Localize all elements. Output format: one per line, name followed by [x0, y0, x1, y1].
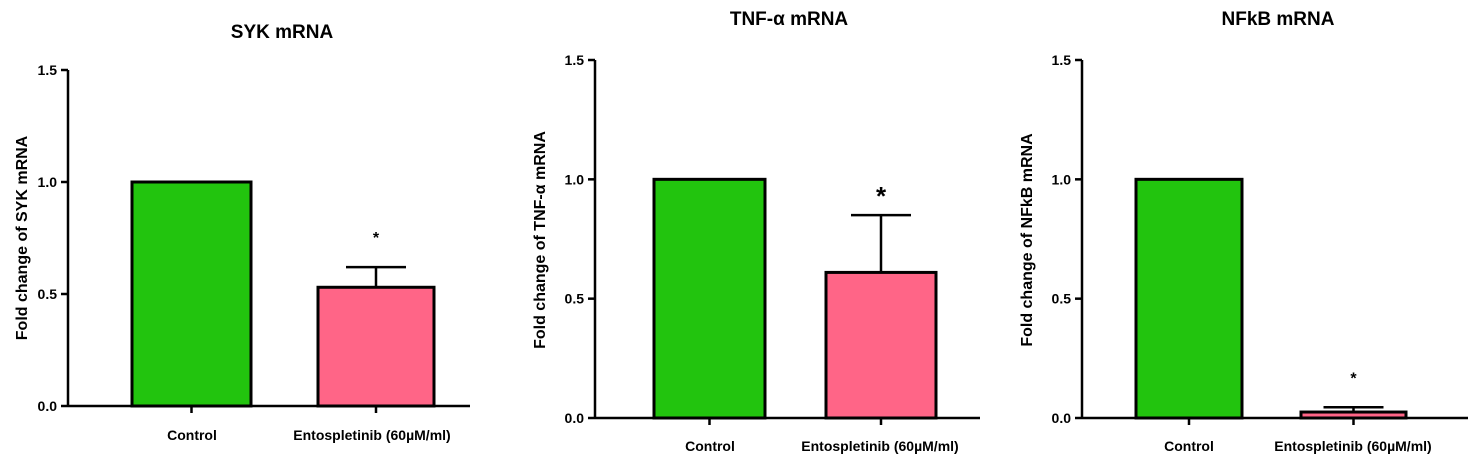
- y-tick-label: 0.0: [565, 410, 585, 426]
- category-label-control: Control: [685, 438, 735, 454]
- chart-title: TNF-α mRNA: [730, 9, 849, 30]
- y-tick-label: 0.5: [565, 291, 585, 307]
- y-tick-label: 0.0: [1052, 410, 1072, 426]
- category-label-treated: Entospletinib (60µM/ml): [293, 427, 450, 443]
- bar: [824, 270, 938, 420]
- chart-nfkb: NFkB mRNA Fold change of NFkB mRNA Contr…: [1019, 9, 1468, 454]
- y-tick-label: 0.0: [38, 398, 58, 414]
- chart-title: SYK mRNA: [231, 22, 334, 43]
- chart-tnf-alpha: TNF-α mRNA Fold change of TNF-α mRNA Con…: [532, 9, 980, 454]
- bar: [1134, 177, 1244, 420]
- chart-syk: SYK mRNA Fold change of SYK mRNA Control…: [14, 22, 470, 443]
- y-axis-label: Fold change of SYK mRNA: [14, 135, 31, 340]
- y-tick-label: 0.5: [1052, 291, 1072, 307]
- significance-marker: *: [373, 230, 380, 247]
- significance-marker: *: [876, 181, 887, 211]
- y-tick-label: 1.0: [1052, 171, 1072, 187]
- category-label-control: Control: [1164, 438, 1214, 454]
- y-tick-label: 1.0: [565, 171, 585, 187]
- y-tick-label: 1.5: [1052, 52, 1072, 68]
- bar: [130, 180, 253, 408]
- category-label-treated: Entospletinib (60µM/ml): [801, 438, 958, 454]
- significance-marker: *: [1350, 370, 1357, 387]
- category-label-control: Control: [167, 427, 217, 443]
- y-tick-label: 1.5: [38, 62, 58, 78]
- bar: [316, 285, 436, 408]
- y-tick-label: 1.5: [565, 52, 585, 68]
- y-axis-label: Fold change of NFkB mRNA: [1019, 133, 1036, 347]
- category-label-treated: Entospletinib (60µM/ml): [1274, 438, 1431, 454]
- chart-title: NFkB mRNA: [1222, 9, 1335, 30]
- y-tick-label: 0.5: [38, 286, 58, 302]
- bar: [652, 177, 767, 420]
- y-axis-label: Fold change of TNF-α mRNA: [532, 131, 549, 349]
- y-tick-label: 1.0: [38, 174, 58, 190]
